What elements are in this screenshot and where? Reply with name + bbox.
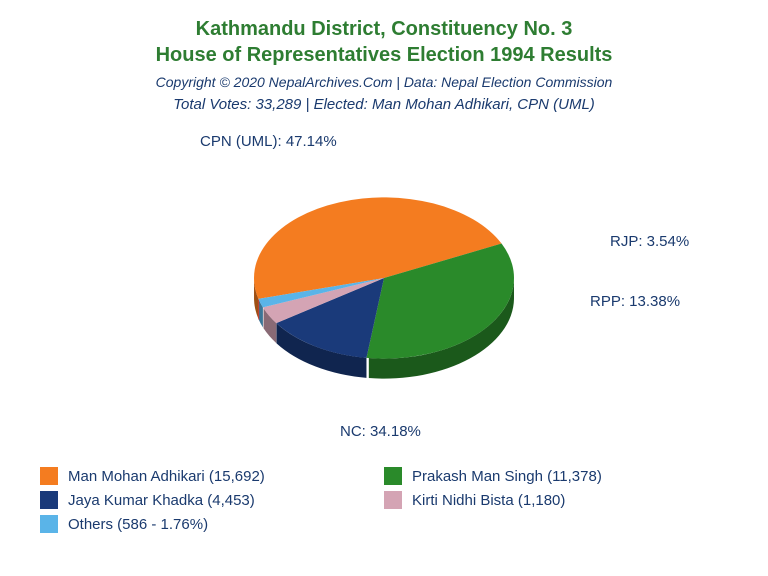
pie-chart: [204, 158, 564, 418]
title-line2: House of Representatives Election 1994 R…: [30, 42, 738, 68]
chart-container: Kathmandu District, Constituency No. 3 H…: [0, 0, 768, 576]
legend-swatch: [40, 491, 58, 509]
copyright-text: Copyright © 2020 NepalArchives.Com | Dat…: [30, 74, 738, 90]
legend-item: Others (586 - 1.76%): [40, 515, 384, 533]
legend: Man Mohan Adhikari (15,692) Prakash Man S…: [30, 467, 738, 539]
pie-slice-label: NC: 34.18%: [340, 423, 421, 440]
legend-swatch: [384, 467, 402, 485]
title-line1: Kathmandu District, Constituency No. 3: [30, 16, 738, 42]
pie-slice-label: RPP: 13.38%: [590, 293, 680, 310]
legend-item: Kirti Nidhi Bista (1,180): [384, 491, 728, 509]
subtitle-text: Total Votes: 33,289 | Elected: Man Mohan…: [30, 96, 738, 113]
legend-item: Man Mohan Adhikari (15,692): [40, 467, 384, 485]
legend-swatch: [40, 515, 58, 533]
legend-swatch: [40, 467, 58, 485]
legend-text: Man Mohan Adhikari (15,692): [68, 468, 265, 485]
legend-text: Kirti Nidhi Bista (1,180): [412, 492, 565, 509]
legend-text: Jaya Kumar Khadka (4,453): [68, 492, 255, 509]
legend-swatch: [384, 491, 402, 509]
pie-slice-label: CPN (UML): 47.14%: [200, 133, 337, 150]
legend-item: Prakash Man Singh (11,378): [384, 467, 728, 485]
pie-slice-label: RJP: 3.54%: [610, 233, 689, 250]
pie-red-sliver: [258, 299, 259, 321]
legend-item: Jaya Kumar Khadka (4,453): [40, 491, 384, 509]
legend-text: Prakash Man Singh (11,378): [412, 468, 602, 485]
pie-chart-area: CPN (UML): 47.14% NC: 34.18% RPP: 13.38% RJ…: [30, 123, 738, 453]
legend-text: Others (586 - 1.76%): [68, 516, 208, 533]
